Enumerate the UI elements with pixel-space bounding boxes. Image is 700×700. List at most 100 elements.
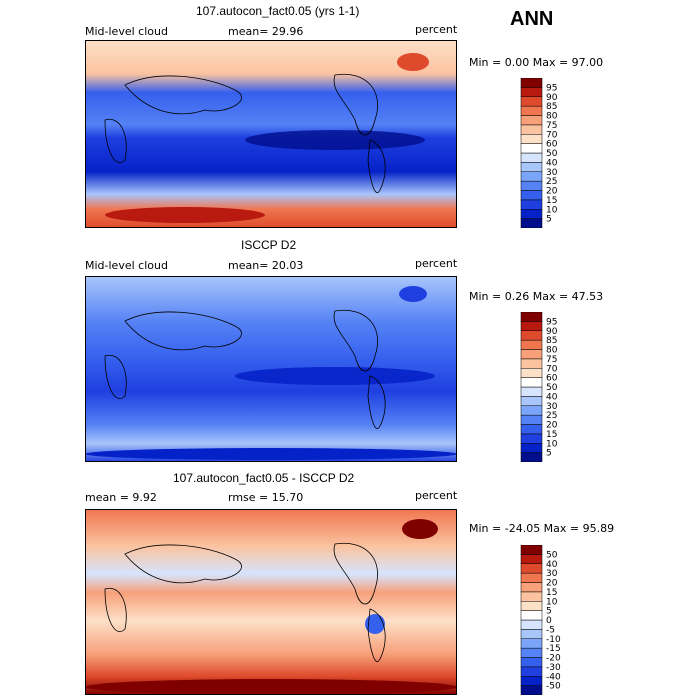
panel2-coastline-americas-north [333,309,378,372]
colorbar-tick-label: -20 [546,654,561,664]
season-label: ANN [510,8,554,30]
colorbar-segment [520,377,543,388]
colorbar-tick-label: -40 [546,672,561,682]
panel3-rmse: rmse = 15.70 [228,491,304,504]
panel2-minmax: Min = 0.26 Max = 47.53 [469,290,604,303]
colorbar-tick-label: 20 [546,579,558,589]
colorbar-segment [520,638,543,649]
panel2-coastline-africa [104,354,127,399]
colorbar-tick-label: -30 [546,663,561,673]
panel3-units: percent [415,489,458,502]
colorbar-tick-label: -5 [546,625,555,635]
panel1-minmax: Min = 0.00 Max = 97.00 [469,56,604,69]
colorbar-tick-label: 15 [546,588,557,598]
colorbar-segment [520,105,543,116]
colorbar-segment [520,386,543,397]
panel1-greenland-high [397,53,429,71]
colorbar-tick-label: 15 [546,196,557,206]
colorbar-tick-label: 50 [546,149,558,159]
panel3-coastline-eurasia [124,544,242,584]
colorbar-segment [520,396,543,406]
colorbar-tick-label: 80 [546,346,558,356]
colorbar-segment [520,545,543,555]
panel3-coastline-americas-north [333,542,378,605]
colorbar-tick-label: 5 [546,449,552,459]
colorbar-segment [520,647,543,658]
colorbar-tick-label: 50 [546,383,558,393]
colorbar-segment [520,405,543,416]
colorbar-tick-label: 95 [546,83,557,93]
colorbar-tick-label: 15 [546,430,557,440]
colorbar-segment [520,452,543,462]
colorbar-segment [520,171,543,182]
panel1-map [85,40,457,228]
panel1-coastline-americas-south [367,139,386,193]
colorbar-tick-label: 25 [546,177,557,187]
panel2-coastline-eurasia [124,311,242,351]
colorbar-tick-label: 10 [546,205,558,215]
colorbar-segment [520,610,543,621]
panel3-coastline-africa [104,587,127,632]
colorbar-segment [520,582,543,593]
colorbar-segment [520,312,543,322]
colorbar-segment [520,591,543,602]
colorbar-segment [520,563,543,574]
colorbar-tick-label: 20 [546,187,558,197]
panel3-andes-low [365,614,385,634]
colorbar-tick-label: 95 [546,317,557,327]
panel1-coastline-eurasia [124,75,242,115]
colorbar-segment [520,572,543,583]
panel1-pacific-low [245,130,425,150]
colorbar-segment [520,676,543,686]
colorbar-tick-label: 5 [546,215,552,225]
colorbar-tick-label: 30 [546,168,558,178]
colorbar-segment [520,124,543,135]
colorbar-tick-label: 60 [546,374,558,384]
colorbar-segment [520,433,543,444]
colorbar-tick-label: 60 [546,140,558,150]
colorbar-segment [520,180,543,191]
colorbar-segment [520,358,543,369]
colorbar-tick-label: 85 [546,102,557,112]
colorbar-tick-label: 25 [546,411,557,421]
colorbar-segment [520,424,543,435]
panel3-antarctic-high [85,679,457,695]
colorbar-tick-label: 75 [546,121,557,131]
panel1-frame [85,40,457,228]
panel2-pacific-low [235,367,435,385]
panel3-coastline-americas-south [367,608,386,662]
panel2-antarctic [85,448,457,460]
colorbar-segment [520,443,543,453]
colorbar-segment [520,162,543,172]
colorbar-segment [520,152,543,163]
panel3-minmax: Min = -24.05 Max = 95.89 [469,522,615,535]
colorbar-segment [520,143,543,154]
panel1-variable-label: Mid-level cloud [85,25,168,38]
colorbar-segment [520,134,543,144]
panel2-frame [85,276,457,462]
colorbar-tick-label: 90 [546,327,558,337]
panel3-title: 107.autocon_fact0.05 - ISCCP D2 [173,471,355,485]
colorbar-tick-label: 70 [546,364,558,374]
panel3-map [85,509,457,695]
colorbar-segment [520,218,543,228]
panel3-frame [85,509,457,695]
colorbar-segment [520,115,543,126]
panel2-units: percent [415,257,458,270]
colorbar-segment [520,78,543,88]
panel2-coastline-americas-south [367,375,386,429]
colorbar-segment [520,96,543,107]
colorbar-segment [520,619,543,630]
colorbar-segment [520,601,543,611]
colorbar-tick-label: 80 [546,112,558,122]
panel2-field [85,276,457,462]
colorbar-segment [520,321,543,331]
colorbar-segment [520,330,543,341]
panel3-mean: mean = 9.92 [85,491,157,504]
panel1-mean: mean= 29.96 [228,25,304,38]
panel1-coastline-americas-north [333,73,378,136]
colorbar-segment [520,629,543,639]
